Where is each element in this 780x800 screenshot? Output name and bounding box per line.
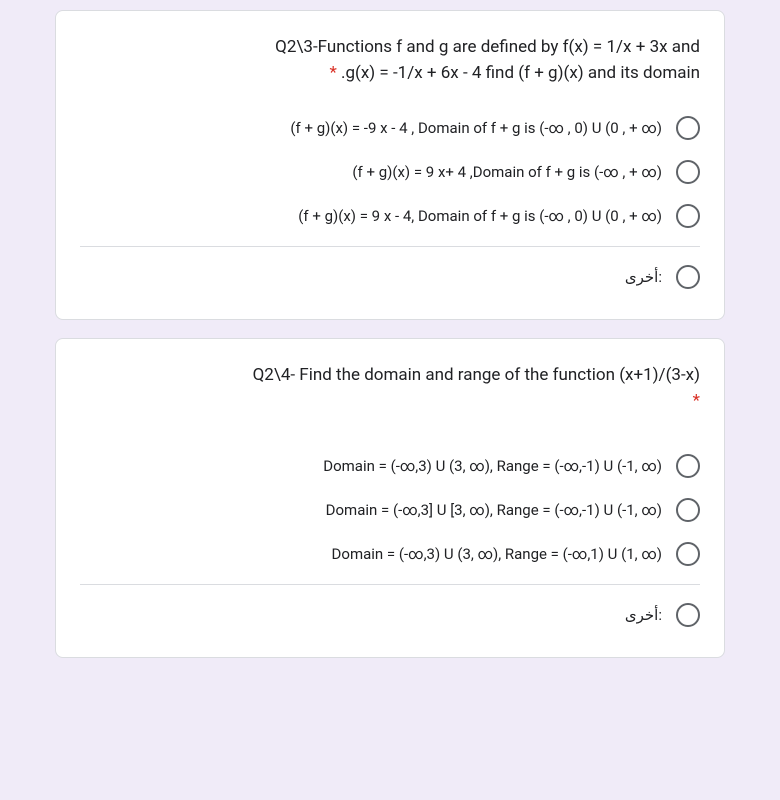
option-label: (f + g)(x) = 9 x+ 4 ,Domain of f + g is … [352, 162, 662, 183]
option-row[interactable]: (f + g)(x) = -9 x - 4 , Domain of f + g … [80, 106, 700, 150]
other-label: أخرى: [625, 605, 662, 626]
title-line1: Q2\3-Functions f and g are defined by f(… [275, 37, 700, 57]
radio-icon[interactable] [676, 204, 700, 228]
question-title-2: Q2\4- Find the domain and range of the f… [80, 363, 700, 414]
option-row-other[interactable]: أخرى: [80, 255, 700, 299]
question-title-1: Q2\3-Functions f and g are defined by f(… [80, 35, 700, 86]
option-row-other[interactable]: أخرى: [80, 593, 700, 637]
option-label: (f + g)(x) = 9 x - 4, Domain of f + g is… [298, 206, 662, 227]
option-row[interactable]: Domain = (-∞,3) U (3, ∞), Range = (-∞,1)… [80, 532, 700, 576]
radio-icon[interactable] [676, 454, 700, 478]
option-label: Domain = (-∞,3) U (3, ∞), Range = (-∞,-1… [323, 456, 662, 477]
radio-icon[interactable] [676, 498, 700, 522]
option-row[interactable]: Domain = (-∞,3] U [3, ∞), Range = (-∞,-1… [80, 488, 700, 532]
required-asterisk: * [329, 63, 336, 83]
radio-icon[interactable] [676, 160, 700, 184]
title-line1: Q2\4- Find the domain and range of the f… [253, 365, 700, 385]
title-line2: .g(x) = -1/x + 6x - 4 find (f + g)(x) an… [341, 63, 700, 83]
divider [80, 584, 700, 585]
radio-icon[interactable] [676, 603, 700, 627]
option-label: (f + g)(x) = -9 x - 4 , Domain of f + g … [290, 118, 662, 139]
other-label: أخرى: [625, 267, 662, 288]
option-label: Domain = (-∞,3] U [3, ∞), Range = (-∞,-1… [326, 500, 662, 521]
option-label: Domain = (-∞,3) U (3, ∞), Range = (-∞,1)… [332, 544, 662, 565]
option-row[interactable]: (f + g)(x) = 9 x+ 4 ,Domain of f + g is … [80, 150, 700, 194]
option-row[interactable]: (f + g)(x) = 9 x - 4, Domain of f + g is… [80, 194, 700, 238]
question-card-1: Q2\3-Functions f and g are defined by f(… [55, 10, 725, 320]
required-asterisk: * [693, 391, 700, 411]
radio-icon[interactable] [676, 542, 700, 566]
divider [80, 246, 700, 247]
radio-icon[interactable] [676, 116, 700, 140]
radio-icon[interactable] [676, 265, 700, 289]
question-card-2: Q2\4- Find the domain and range of the f… [55, 338, 725, 658]
option-row[interactable]: Domain = (-∞,3) U (3, ∞), Range = (-∞,-1… [80, 444, 700, 488]
